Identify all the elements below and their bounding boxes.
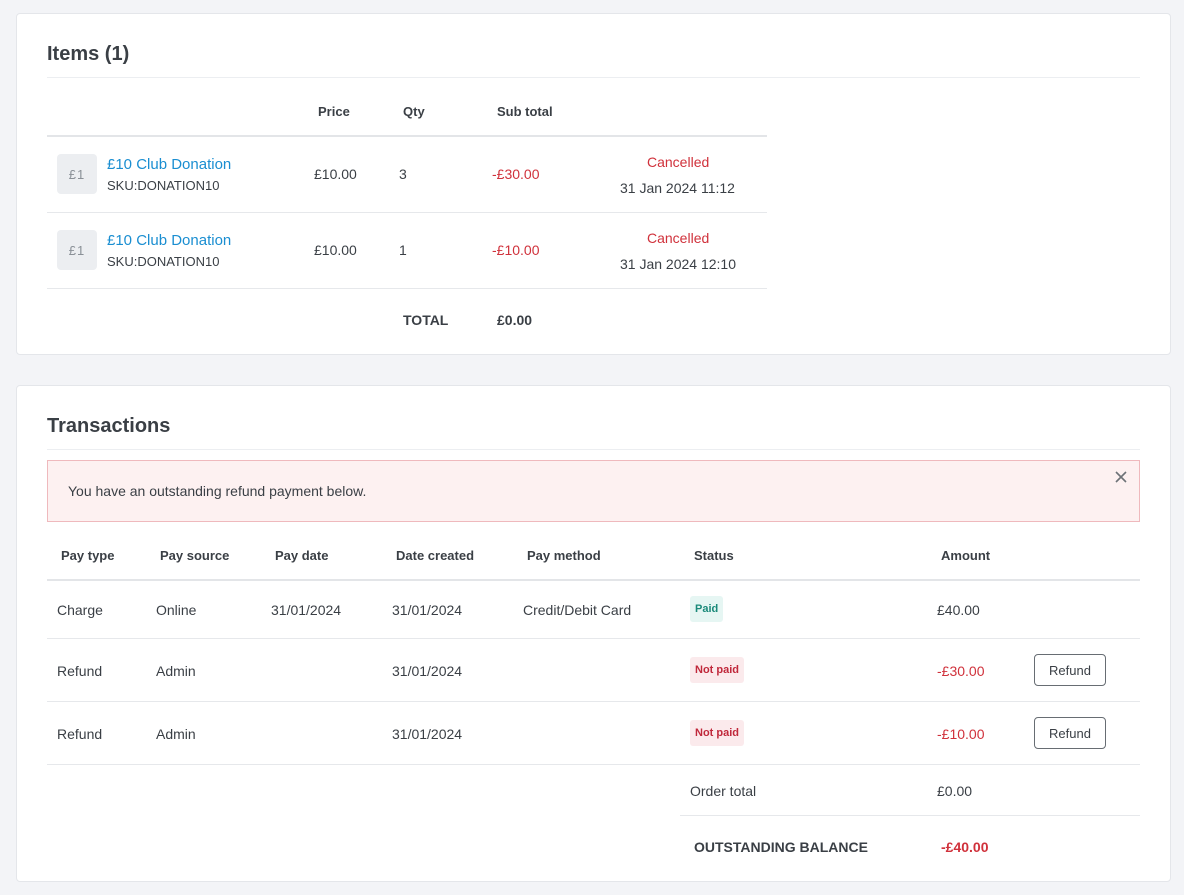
transaction-amount: -£30.00 — [937, 663, 985, 679]
item-qty: 1 — [399, 242, 407, 258]
transaction-pay-type: Refund — [57, 726, 103, 742]
item-sku: SKU:DONATION10 — [107, 254, 220, 269]
item-subtotal: -£10.00 — [492, 242, 540, 258]
divider — [47, 288, 767, 289]
item-date: 31 Jan 2024 12:10 — [620, 256, 736, 272]
transactions-title: Transactions — [47, 415, 171, 437]
status-badge: Not paid — [690, 657, 744, 683]
column-header-date-created: Date created — [396, 548, 475, 563]
alert-message: You have an outstanding refund payment b… — [68, 483, 367, 499]
divider — [47, 638, 1140, 639]
transaction-pay-date: 31/01/2024 — [271, 602, 342, 618]
transactions-card: Transactions You have an outstanding ref… — [16, 385, 1171, 882]
transaction-pay-source: Admin — [156, 663, 196, 679]
column-header-qty: Qty — [403, 104, 425, 119]
divider — [47, 449, 1140, 450]
items-card: Items (1) Price Qty Sub total £1 £10 Clu… — [16, 13, 1171, 355]
item-status: Cancelled — [647, 154, 710, 170]
transaction-date-created: 31/01/2024 — [392, 726, 463, 742]
transaction-pay-type: Charge — [57, 602, 103, 618]
order-total-label: Order total — [690, 783, 757, 799]
transaction-pay-source: Admin — [156, 726, 196, 742]
divider — [47, 135, 767, 137]
transaction-amount: £40.00 — [937, 602, 980, 618]
status-badge: Paid — [690, 596, 724, 622]
divider — [47, 77, 1140, 78]
transaction-pay-source: Online — [156, 602, 197, 618]
divider — [47, 579, 1140, 581]
divider — [47, 701, 1140, 702]
item-price: £10.00 — [314, 166, 357, 182]
items-total-label: TOTAL — [403, 312, 449, 328]
divider — [47, 764, 1140, 765]
item-thumbnail: £1 — [57, 230, 97, 270]
outstanding-balance-label: OUTSTANDING BALANCE — [694, 839, 868, 855]
item-date: 31 Jan 2024 11:12 — [620, 180, 735, 196]
outstanding-balance-value: -£40.00 — [941, 839, 989, 855]
column-header-subtotal: Sub total — [497, 104, 553, 119]
column-header-pay-source: Pay source — [160, 548, 230, 563]
status-badge: Not paid — [690, 720, 744, 746]
divider — [47, 212, 767, 213]
item-status: Cancelled — [647, 230, 710, 246]
column-header-price: Price — [318, 104, 350, 119]
column-header-amount: Amount — [941, 548, 991, 563]
column-header-status: Status — [694, 548, 734, 563]
item-sku: SKU:DONATION10 — [107, 178, 220, 193]
item-qty: 3 — [399, 166, 407, 182]
item-name-link[interactable]: £10 Club Donation — [107, 156, 232, 173]
column-header-pay-date: Pay date — [275, 548, 329, 563]
transaction-pay-method: Credit/Debit Card — [523, 602, 632, 618]
item-subtotal: -£30.00 — [492, 166, 540, 182]
transaction-date-created: 31/01/2024 — [392, 663, 463, 679]
refund-button[interactable]: Refund — [1034, 654, 1106, 686]
item-name-link[interactable]: £10 Club Donation — [107, 232, 232, 249]
column-header-pay-method: Pay method — [527, 548, 601, 563]
items-title: Items (1) — [47, 43, 130, 65]
order-total-value: £0.00 — [937, 783, 973, 799]
transaction-date-created: 31/01/2024 — [392, 602, 463, 618]
transaction-pay-type: Refund — [57, 663, 103, 679]
column-header-pay-type: Pay type — [61, 548, 115, 563]
item-thumbnail: £1 — [57, 154, 97, 194]
refund-alert: You have an outstanding refund payment b… — [47, 460, 1140, 522]
close-icon[interactable] — [1113, 469, 1129, 485]
divider — [680, 815, 1140, 816]
refund-button[interactable]: Refund — [1034, 717, 1106, 749]
items-total-value: £0.00 — [497, 312, 533, 328]
transaction-amount: -£10.00 — [937, 726, 985, 742]
item-price: £10.00 — [314, 242, 357, 258]
